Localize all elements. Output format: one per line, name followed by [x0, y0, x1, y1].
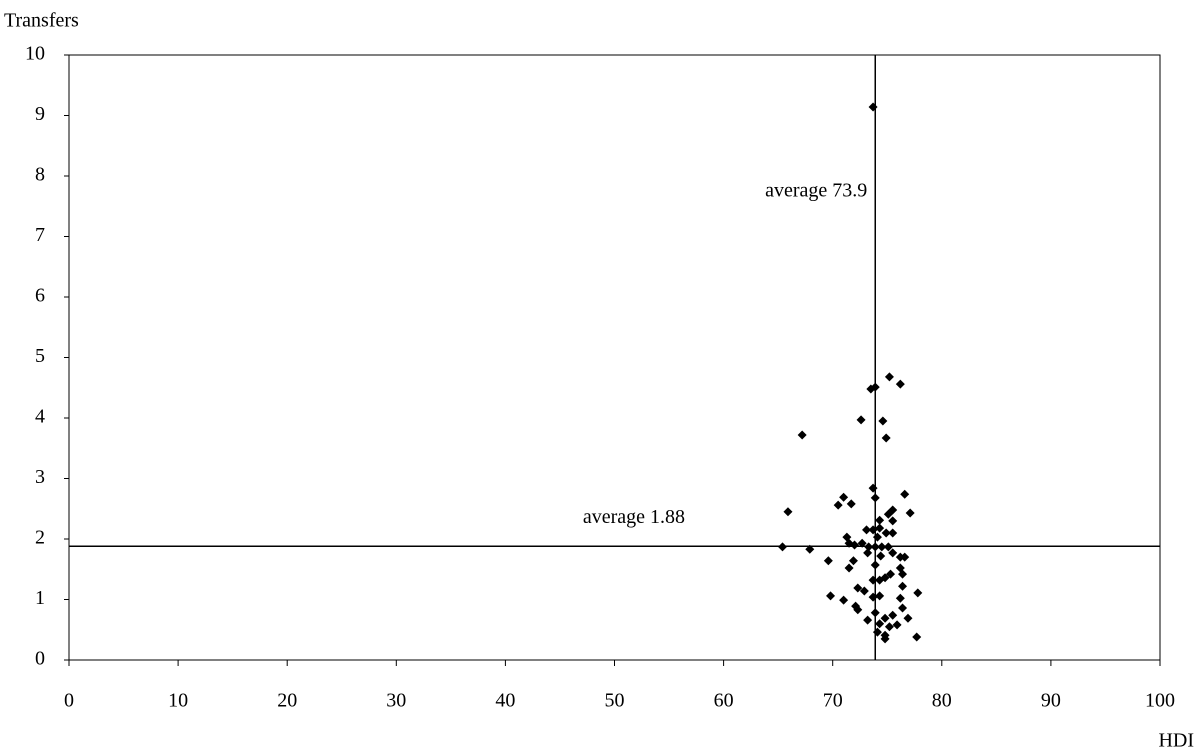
data-point	[875, 523, 885, 533]
data-point	[868, 525, 878, 535]
data-point	[888, 528, 898, 538]
y-tick-label: 3	[35, 466, 45, 488]
data-point	[870, 542, 880, 552]
x-tick-label: 0	[64, 690, 74, 712]
y-tick-label: 5	[35, 345, 45, 367]
data-point	[900, 552, 910, 562]
data-point	[892, 620, 902, 630]
x-tick-label: 10	[168, 690, 188, 712]
data-point	[878, 416, 888, 426]
data-point	[778, 542, 788, 552]
data-point	[884, 372, 894, 382]
data-point	[868, 592, 878, 602]
y-tick-label: 4	[35, 406, 45, 428]
x-tick-label: 40	[495, 690, 515, 712]
data-point	[898, 581, 908, 591]
data-point	[805, 544, 815, 554]
data-point	[870, 560, 880, 570]
data-point	[912, 632, 922, 642]
data-point	[870, 382, 880, 392]
data-point	[875, 619, 885, 629]
y-tick-label: 1	[35, 587, 45, 609]
y-tick-label: 6	[35, 285, 45, 307]
data-point	[888, 548, 898, 558]
data-point	[839, 595, 849, 605]
data-point	[853, 583, 863, 593]
x-tick-label: 30	[386, 690, 406, 712]
data-point	[863, 615, 873, 625]
data-point	[898, 569, 908, 579]
data-point	[895, 593, 905, 603]
data-point	[883, 542, 893, 552]
data-point	[888, 610, 898, 620]
data-point	[913, 588, 923, 598]
y-tick-label: 2	[35, 527, 45, 549]
y-tick-label: 10	[25, 43, 45, 65]
x-tick-label: 60	[714, 690, 734, 712]
y-tick-label: 7	[35, 224, 45, 246]
data-point	[903, 613, 913, 623]
data-point	[895, 379, 905, 389]
data-point	[888, 505, 898, 515]
data-point	[898, 603, 908, 613]
data-point	[844, 563, 854, 573]
data-point	[833, 500, 843, 510]
data-point	[870, 493, 880, 503]
data-point	[797, 430, 807, 440]
data-point	[905, 508, 915, 518]
data-point	[881, 528, 891, 538]
data-point	[862, 525, 872, 535]
data-point	[783, 507, 793, 517]
y-tick-label: 8	[35, 164, 45, 186]
data-point	[868, 102, 878, 112]
data-point	[868, 483, 878, 493]
x-tick-label: 70	[823, 690, 843, 712]
x-tick-label: 20	[277, 690, 297, 712]
data-point	[846, 499, 856, 509]
data-point	[886, 569, 896, 579]
data-point	[848, 556, 858, 566]
y-tick-label: 9	[35, 103, 45, 125]
data-point	[881, 433, 891, 443]
data-point	[823, 556, 833, 566]
data-point	[868, 575, 878, 585]
data-point	[877, 542, 887, 552]
x-tick-label: 80	[932, 690, 952, 712]
data-point	[872, 627, 882, 637]
data-point	[850, 540, 860, 550]
data-point	[864, 542, 874, 552]
data-point	[875, 591, 885, 601]
data-point	[884, 622, 894, 632]
x-tick-label: 50	[605, 690, 625, 712]
data-point	[880, 634, 890, 644]
x-tick-label: 90	[1041, 690, 1061, 712]
plot-frame	[68, 54, 1161, 661]
data-point	[857, 538, 867, 548]
data-point	[876, 551, 886, 561]
data-point	[826, 591, 836, 601]
data-point	[900, 489, 910, 499]
data-point	[870, 608, 880, 618]
y-axis-label: Transfers	[4, 10, 79, 32]
data-point	[872, 532, 882, 542]
data-point	[880, 613, 890, 623]
x-tick-label: 100	[1145, 690, 1175, 712]
data-point	[888, 516, 898, 526]
data-point	[853, 605, 863, 615]
data-point	[863, 548, 873, 558]
y-tick-label: 0	[35, 648, 45, 670]
data-point	[856, 415, 866, 425]
data-point	[875, 515, 885, 525]
average-label: average 73.9	[765, 180, 867, 202]
data-point	[839, 492, 849, 502]
data-point	[859, 586, 869, 596]
x-axis-label: HDI	[1158, 730, 1194, 752]
average-label: average 1.88	[583, 506, 685, 528]
data-point	[875, 575, 885, 585]
data-point	[883, 509, 893, 519]
